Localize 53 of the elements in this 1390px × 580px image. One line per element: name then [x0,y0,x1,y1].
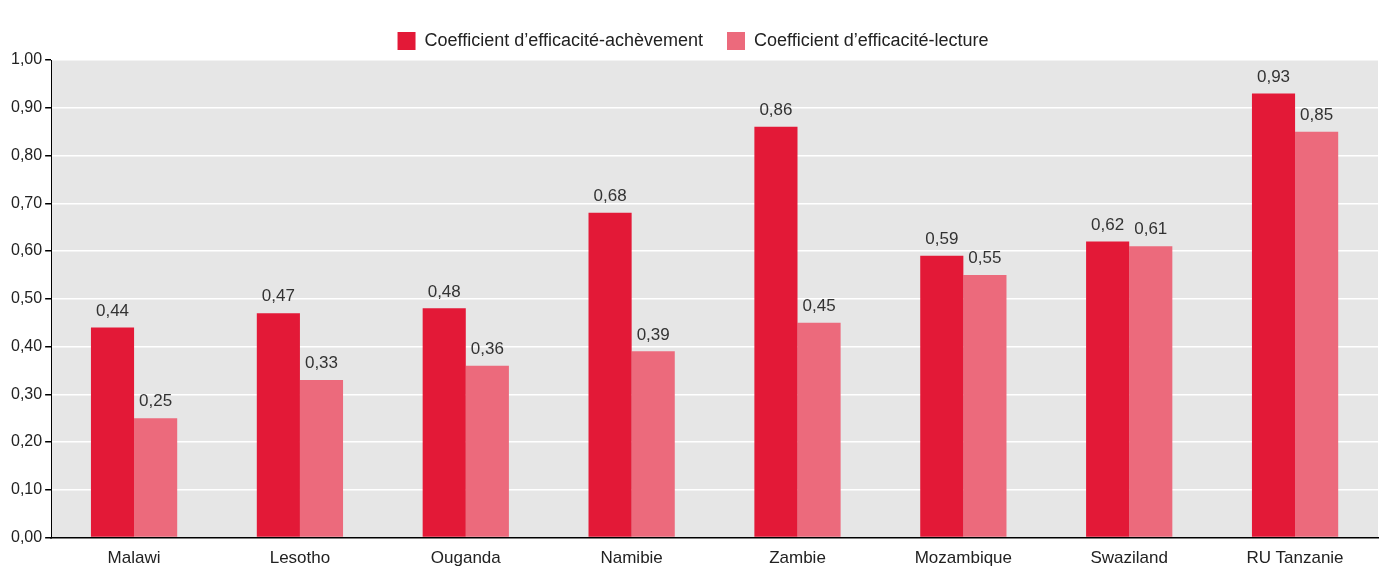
y-tick-label: 0,30 [11,384,43,402]
bar [1086,241,1130,537]
x-tick-label: Malawi [107,548,161,568]
bar [134,418,178,537]
bar [963,274,1007,537]
data-label: 0,39 [636,324,670,344]
x-tick-label: Mozambique [914,548,1013,568]
bar [256,313,300,537]
bar [422,308,466,537]
data-label: 0,61 [1134,219,1168,239]
x-tick-label: Zambie [769,548,826,568]
legend-label: Coefficient d’efficacité-lecture [754,29,989,50]
y-tick-label: 1,00 [11,50,43,68]
data-label: 0,36 [470,338,504,358]
data-label: 0,93 [1256,66,1291,86]
x-tick-label: Ouganda [430,548,502,568]
data-label: 0,25 [139,391,173,411]
x-tick-label: Swaziland [1090,548,1168,568]
data-label: 0,44 [95,300,130,320]
y-tick-label: 0,20 [11,432,43,450]
y-tick-label: 0,40 [11,336,43,354]
bar [299,379,344,537]
bar [1295,131,1339,537]
data-label: 0,59 [925,229,959,248]
y-tick-label: 0,70 [11,193,43,211]
bar [1129,246,1173,537]
y-tick-label: 0,80 [11,145,43,163]
bar [465,365,509,537]
y-tick-label: 0,90 [11,98,43,116]
x-tick-label: Namibie [600,548,663,568]
y-tick-label: 0,60 [11,241,43,259]
data-label: 0,55 [968,248,1002,268]
x-tick-label: Lesotho [269,548,331,568]
bar [90,327,135,537]
data-label: 0,62 [1091,214,1125,234]
data-label: 0,48 [427,281,461,301]
data-label: 0,68 [593,186,627,206]
x-tick-label: RU Tanzanie [1246,548,1344,568]
legend-label: Coefficient d’efficacité-achèvement [424,29,704,50]
data-label: 0,47 [261,286,295,306]
bar [797,322,841,537]
bar [920,255,964,537]
data-label: 0,86 [759,100,793,120]
data-label: 0,33 [304,353,339,373]
bar [631,351,675,537]
y-tick-label: 0,10 [11,480,43,498]
bar [1251,93,1296,537]
bar [754,126,798,537]
data-label: 0,85 [1300,104,1334,124]
data-label: 0,45 [802,295,836,315]
y-tick-label: 0,00 [11,528,43,546]
bar [588,212,632,537]
y-tick-label: 0,50 [11,289,43,307]
